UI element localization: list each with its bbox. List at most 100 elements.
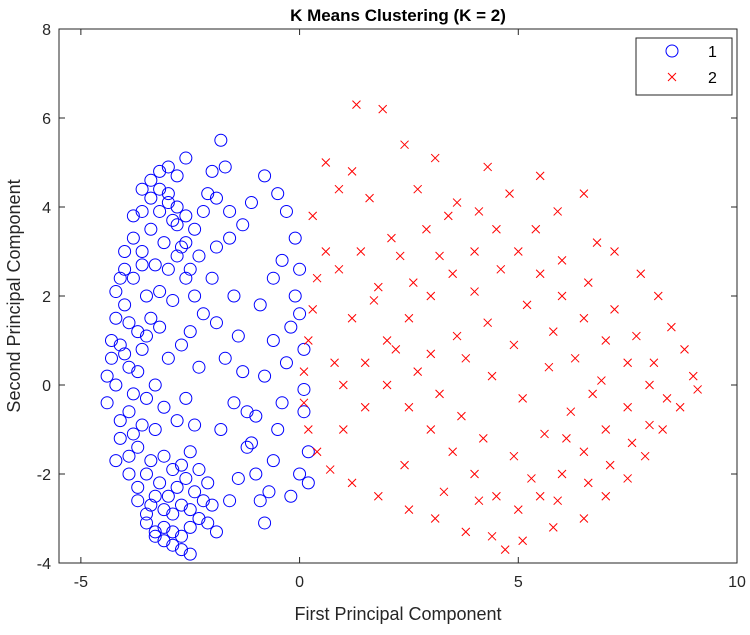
data-point-series-1 xyxy=(262,485,276,499)
data-point-series-1 xyxy=(170,249,184,263)
data-point-series-1 xyxy=(174,529,188,543)
data-point-series-2 xyxy=(579,447,589,457)
data-point-series-1 xyxy=(100,396,114,410)
data-point-series-1 xyxy=(244,196,258,210)
data-point-series-1 xyxy=(122,316,136,330)
data-point-series-1 xyxy=(139,507,153,521)
data-point-series-1 xyxy=(118,245,132,258)
data-point-series-1 xyxy=(153,182,167,196)
legend-circle-icon xyxy=(665,44,679,58)
y-tick-label: -4 xyxy=(37,556,51,573)
data-point-series-2 xyxy=(426,425,436,434)
data-point-series-1 xyxy=(293,262,307,276)
data-point-series-1 xyxy=(144,191,158,205)
data-point-series-2 xyxy=(570,353,580,363)
data-point-series-1 xyxy=(153,285,167,299)
data-point-series-2 xyxy=(500,545,510,555)
data-point-series-2 xyxy=(492,491,501,501)
data-point-series-2 xyxy=(513,505,523,514)
data-point-series-2 xyxy=(400,460,409,470)
data-point-series-2 xyxy=(483,162,493,172)
data-point-series-2 xyxy=(487,371,497,381)
data-point-series-1 xyxy=(183,520,197,534)
data-point-series-2 xyxy=(400,140,409,150)
data-point-series-2 xyxy=(413,184,423,194)
data-point-series-2 xyxy=(688,371,698,381)
data-point-series-2 xyxy=(312,447,322,457)
data-point-series-2 xyxy=(478,434,488,443)
data-point-series-2 xyxy=(426,291,436,301)
data-point-series-1 xyxy=(157,400,171,414)
data-point-series-2 xyxy=(509,340,519,350)
data-point-series-1 xyxy=(271,423,285,436)
data-point-series-1 xyxy=(240,405,254,419)
data-point-series-1 xyxy=(214,423,228,436)
data-point-series-1 xyxy=(135,418,149,432)
data-point-series-1 xyxy=(144,222,158,236)
data-point-series-1 xyxy=(179,151,193,165)
data-point-series-1 xyxy=(183,503,197,517)
data-point-series-2 xyxy=(605,460,615,470)
data-point-series-2 xyxy=(474,496,484,506)
data-point-series-2 xyxy=(653,291,663,301)
y-tick-label: 8 xyxy=(42,22,51,39)
data-point-series-1 xyxy=(192,463,206,477)
data-point-series-1 xyxy=(170,169,184,183)
data-point-series-1 xyxy=(174,498,188,512)
data-point-series-2 xyxy=(496,264,506,274)
data-point-series-2 xyxy=(334,184,344,194)
data-point-series-1 xyxy=(148,378,162,392)
data-point-series-2 xyxy=(675,402,685,412)
data-point-series-2 xyxy=(435,389,444,399)
data-point-series-1 xyxy=(135,342,149,356)
data-point-series-1 xyxy=(109,378,123,392)
data-point-series-1 xyxy=(166,463,180,477)
data-point-series-1 xyxy=(153,476,167,490)
data-point-series-1 xyxy=(157,449,171,463)
x-axis-label: First Principal Component xyxy=(294,604,501,624)
data-point-series-1 xyxy=(122,449,136,463)
data-point-series-2 xyxy=(636,269,646,279)
data-point-series-1 xyxy=(148,525,162,539)
data-point-series-1 xyxy=(218,160,232,174)
data-point-series-2 xyxy=(662,393,672,403)
data-point-series-1 xyxy=(161,187,175,201)
x-tick-label: 5 xyxy=(514,574,523,591)
data-point-series-1 xyxy=(170,414,184,428)
data-point-series-2 xyxy=(579,313,589,323)
data-point-series-2 xyxy=(404,313,414,323)
data-point-series-1 xyxy=(153,204,167,218)
data-point-series-2 xyxy=(303,336,313,345)
data-point-series-2 xyxy=(623,358,632,368)
data-point-series-2 xyxy=(518,536,528,546)
data-point-series-1 xyxy=(297,382,311,396)
data-point-series-2 xyxy=(430,153,440,163)
data-point-series-2 xyxy=(623,402,632,412)
data-point-series-2 xyxy=(623,474,632,483)
ticks-layer: -5 0 5 10 -4 -2 0 2 4 6 8 xyxy=(37,22,746,591)
data-point-series-1 xyxy=(192,360,206,374)
data-point-series-2 xyxy=(404,505,414,514)
data-point-series-1 xyxy=(201,516,215,530)
data-point-series-2 xyxy=(548,523,558,532)
data-point-series-2 xyxy=(470,247,479,256)
data-point-series-2 xyxy=(378,104,388,114)
data-point-series-1 xyxy=(157,534,171,548)
data-point-series-1 xyxy=(201,187,215,201)
data-point-series-2 xyxy=(588,389,598,399)
data-point-series-2 xyxy=(557,469,567,479)
data-point-series-1 xyxy=(135,204,149,218)
data-point-series-2 xyxy=(483,318,493,328)
data-point-series-1 xyxy=(266,454,280,468)
data-point-series-1 xyxy=(166,507,180,521)
data-point-series-2 xyxy=(583,478,593,488)
data-point-series-1 xyxy=(231,329,245,343)
data-point-series-2 xyxy=(435,251,444,261)
data-point-series-1 xyxy=(131,494,145,508)
data-point-series-2 xyxy=(649,358,659,368)
data-point-series-2 xyxy=(645,420,654,430)
data-point-series-1 xyxy=(183,547,197,561)
data-point-series-2 xyxy=(360,402,370,412)
data-point-series-1 xyxy=(109,311,123,325)
